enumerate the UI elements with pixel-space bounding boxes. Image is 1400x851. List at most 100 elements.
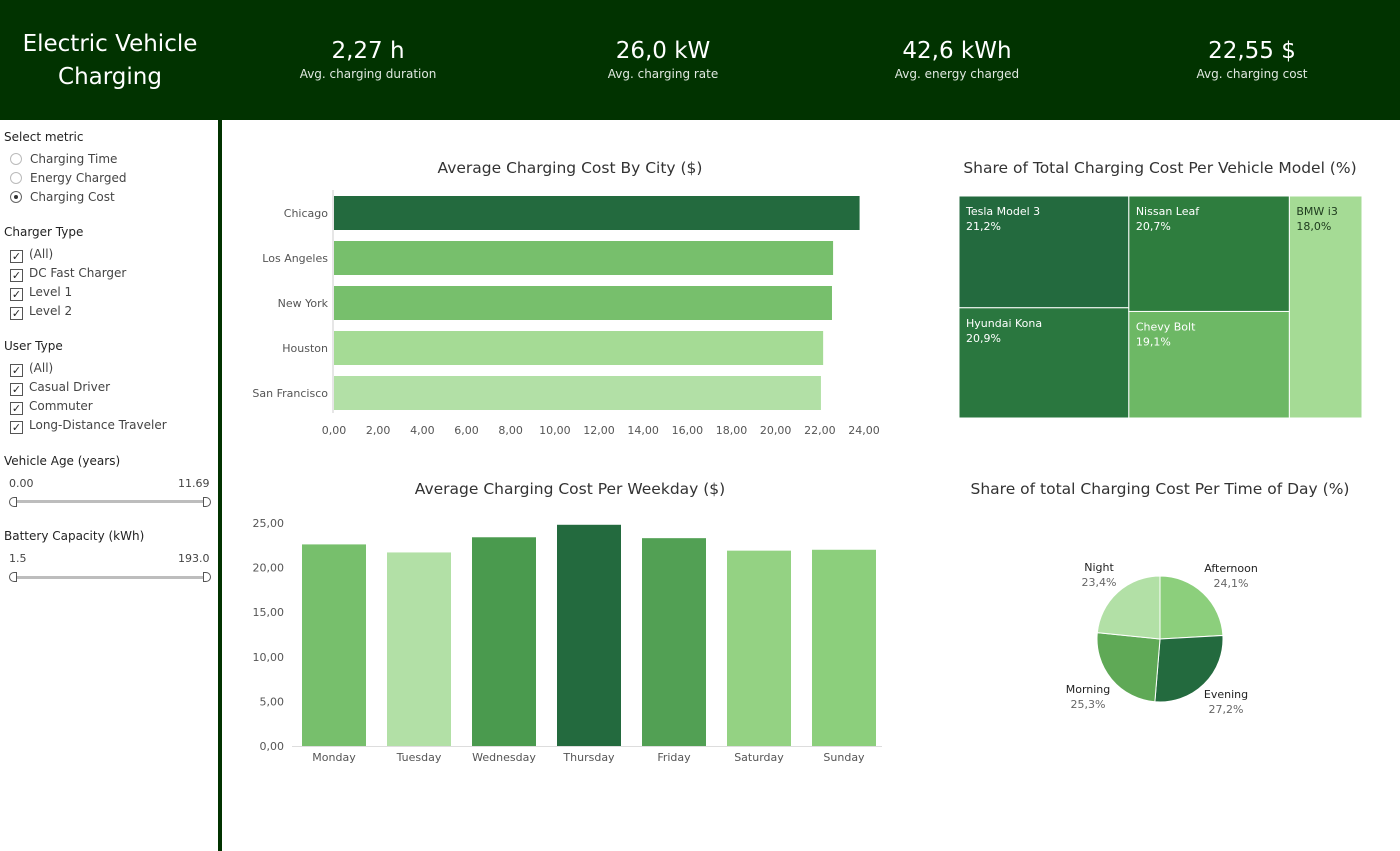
pie-value-label: 24,1% (1214, 577, 1249, 590)
weekday-bar-monday[interactable] (302, 544, 366, 746)
pie-slice-night[interactable] (1096, 575, 1161, 640)
kpi-value: 26,0 kW (615, 38, 711, 64)
kpi-charging-duration: 2,27 h Avg. charging duration (238, 36, 498, 82)
battery-capacity-filter-title: Battery Capacity (kWh) (4, 529, 145, 543)
city-category-label: Houston (282, 342, 328, 355)
option-label: Level 2 (29, 304, 73, 318)
city-bar-san-francisco[interactable] (334, 376, 821, 410)
weekday-bar-sunday[interactable] (812, 549, 876, 746)
header-bar: Electric Vehicle Charging 2,27 h Avg. ch… (0, 0, 1400, 120)
weekday-bar-tuesday[interactable] (387, 552, 451, 746)
charger-option-level-2[interactable]: ✓ Level 2 (10, 303, 73, 320)
kpi-label: Avg. charging cost (1196, 67, 1308, 81)
vehicle-age-min-handle[interactable] (9, 497, 17, 507)
pie-slice-evening[interactable] (1154, 634, 1224, 703)
vehicle-age-slider-track[interactable] (12, 500, 208, 503)
weekday-bar-wednesday[interactable] (472, 537, 536, 746)
treemap-value-label: 18,0% (1296, 220, 1331, 233)
kpi-charging-rate: 26,0 kW Avg. charging rate (533, 36, 793, 82)
battery-capacity-max-handle[interactable] (203, 572, 211, 582)
battery-capacity-slider-track[interactable] (12, 576, 208, 579)
pie-name-label: Night (1084, 561, 1114, 574)
vehicle-model-treemap: Tesla Model 3 21,2% Hyundai Kona 20,9% Nissa… (958, 195, 1363, 419)
option-label: Commuter (29, 399, 93, 413)
vehicle-age-min: 0.00 (9, 477, 34, 490)
weekday-category-label: Friday (657, 751, 691, 764)
pie-value-label: 27,2% (1209, 703, 1244, 716)
battery-capacity-max: 193.0 (178, 552, 210, 565)
treemap-tile-bmw-i3[interactable] (1288, 195, 1363, 419)
weekday-y-tick-label: 20,00 (253, 562, 285, 575)
metric-option-charging-cost[interactable]: Charging Cost (10, 189, 115, 205)
time-of-day-chart-title: Share of total Charging Cost Per Time of… (970, 480, 1350, 498)
option-label: (All) (29, 361, 54, 375)
weekday-chart-title: Average Charging Cost Per Weekday ($) (414, 480, 726, 498)
sidebar-divider (218, 120, 222, 851)
checkbox-checked-icon[interactable]: ✓ (10, 307, 23, 320)
checkbox-checked-icon[interactable]: ✓ (10, 250, 23, 263)
charger-option-level-1[interactable]: ✓ Level 1 (10, 284, 72, 301)
pie-value-label: 23,4% (1082, 576, 1117, 589)
pie-name-label: Evening (1204, 688, 1248, 701)
city-bar-chicago[interactable] (334, 196, 860, 230)
city-bar-los-angeles[interactable] (334, 241, 834, 275)
city-bar-new-york[interactable] (334, 286, 832, 320)
city-chart-title: Average Charging Cost By City ($) (437, 159, 703, 177)
city-category-label: San Francisco (252, 387, 328, 400)
user-type-filter-title: User Type (4, 339, 63, 353)
battery-capacity-min-handle[interactable] (9, 572, 17, 582)
weekday-bar-saturday[interactable] (727, 550, 791, 746)
filter-sidebar (0, 120, 218, 851)
user-option-all[interactable]: ✓ (All) (10, 360, 54, 377)
city-x-tick-label: 20,00 (760, 424, 792, 437)
weekday-bar-thursday[interactable] (557, 524, 621, 746)
treemap-tile-nissan-leaf[interactable] (1128, 195, 1290, 312)
city-bar-houston[interactable] (334, 331, 824, 365)
time-of-day-pie-chart: Afternoon 24,1% Evening 27,2% Morning 25,3% Ni… (1066, 561, 1258, 716)
vehicle-age-max: 11.69 (178, 477, 210, 490)
kpi-label: Avg. charging duration (299, 67, 437, 81)
treemap-value-label: 19,1% (1136, 335, 1171, 348)
treemap-value-label: 20,9% (966, 332, 1001, 345)
checkbox-checked-icon[interactable]: ✓ (10, 288, 23, 301)
option-label: Long-Distance Traveler (29, 418, 167, 432)
charger-option-all[interactable]: ✓ (All) (10, 246, 53, 263)
metric-option-energy-charged[interactable]: Energy Charged (10, 170, 127, 186)
weekday-category-label: Saturday (734, 751, 784, 764)
treemap-tile-chevy-bolt[interactable] (1128, 310, 1290, 419)
city-x-tick-label: 14,00 (627, 424, 659, 437)
city-x-tick-label: 18,00 (716, 424, 748, 437)
user-option-casual-driver[interactable]: ✓ Casual Driver (10, 379, 110, 396)
radio-icon[interactable] (10, 153, 22, 165)
city-bar-chart: Chicago Los Angeles New York Houston San Fra… (252, 190, 880, 437)
weekday-bar-friday[interactable] (642, 538, 706, 746)
radio-icon[interactable] (10, 172, 22, 184)
checkbox-checked-icon[interactable]: ✓ (10, 402, 23, 415)
city-category-label: Chicago (284, 207, 328, 220)
kpi-energy-charged: 42,6 kWh Avg. energy charged (827, 36, 1087, 82)
vehicle-age-filter-title: Vehicle Age (years) (4, 454, 121, 468)
weekday-y-tick-label: 10,00 (253, 651, 285, 664)
option-label: Charging Time (30, 152, 118, 166)
vehicle-age-max-handle[interactable] (203, 497, 211, 507)
city-category-label: Los Angeles (262, 252, 328, 265)
city-x-tick-label: 6,00 (454, 424, 479, 437)
pie-slice-afternoon[interactable] (1159, 575, 1224, 640)
option-label: Charging Cost (30, 190, 115, 204)
charger-type-filter-title: Charger Type (4, 225, 84, 239)
checkbox-checked-icon[interactable]: ✓ (10, 383, 23, 396)
weekday-y-tick-label: 25,00 (253, 517, 285, 530)
checkbox-checked-icon[interactable]: ✓ (10, 421, 23, 434)
radio-selected-icon[interactable] (10, 191, 22, 203)
user-option-commuter[interactable]: ✓ Commuter (10, 398, 93, 415)
charger-option-dc-fast[interactable]: ✓ DC Fast Charger (10, 265, 126, 282)
weekday-category-label: Tuesday (396, 751, 442, 764)
pie-slice-morning[interactable] (1096, 632, 1161, 703)
user-option-long-distance[interactable]: ✓ Long-Distance Traveler (10, 417, 167, 434)
checkbox-checked-icon[interactable]: ✓ (10, 269, 23, 282)
option-label: Energy Charged (30, 171, 127, 185)
metric-option-charging-time[interactable]: Charging Time (10, 151, 117, 167)
checkbox-checked-icon[interactable]: ✓ (10, 364, 23, 377)
kpi-value: 2,27 h (331, 38, 405, 64)
